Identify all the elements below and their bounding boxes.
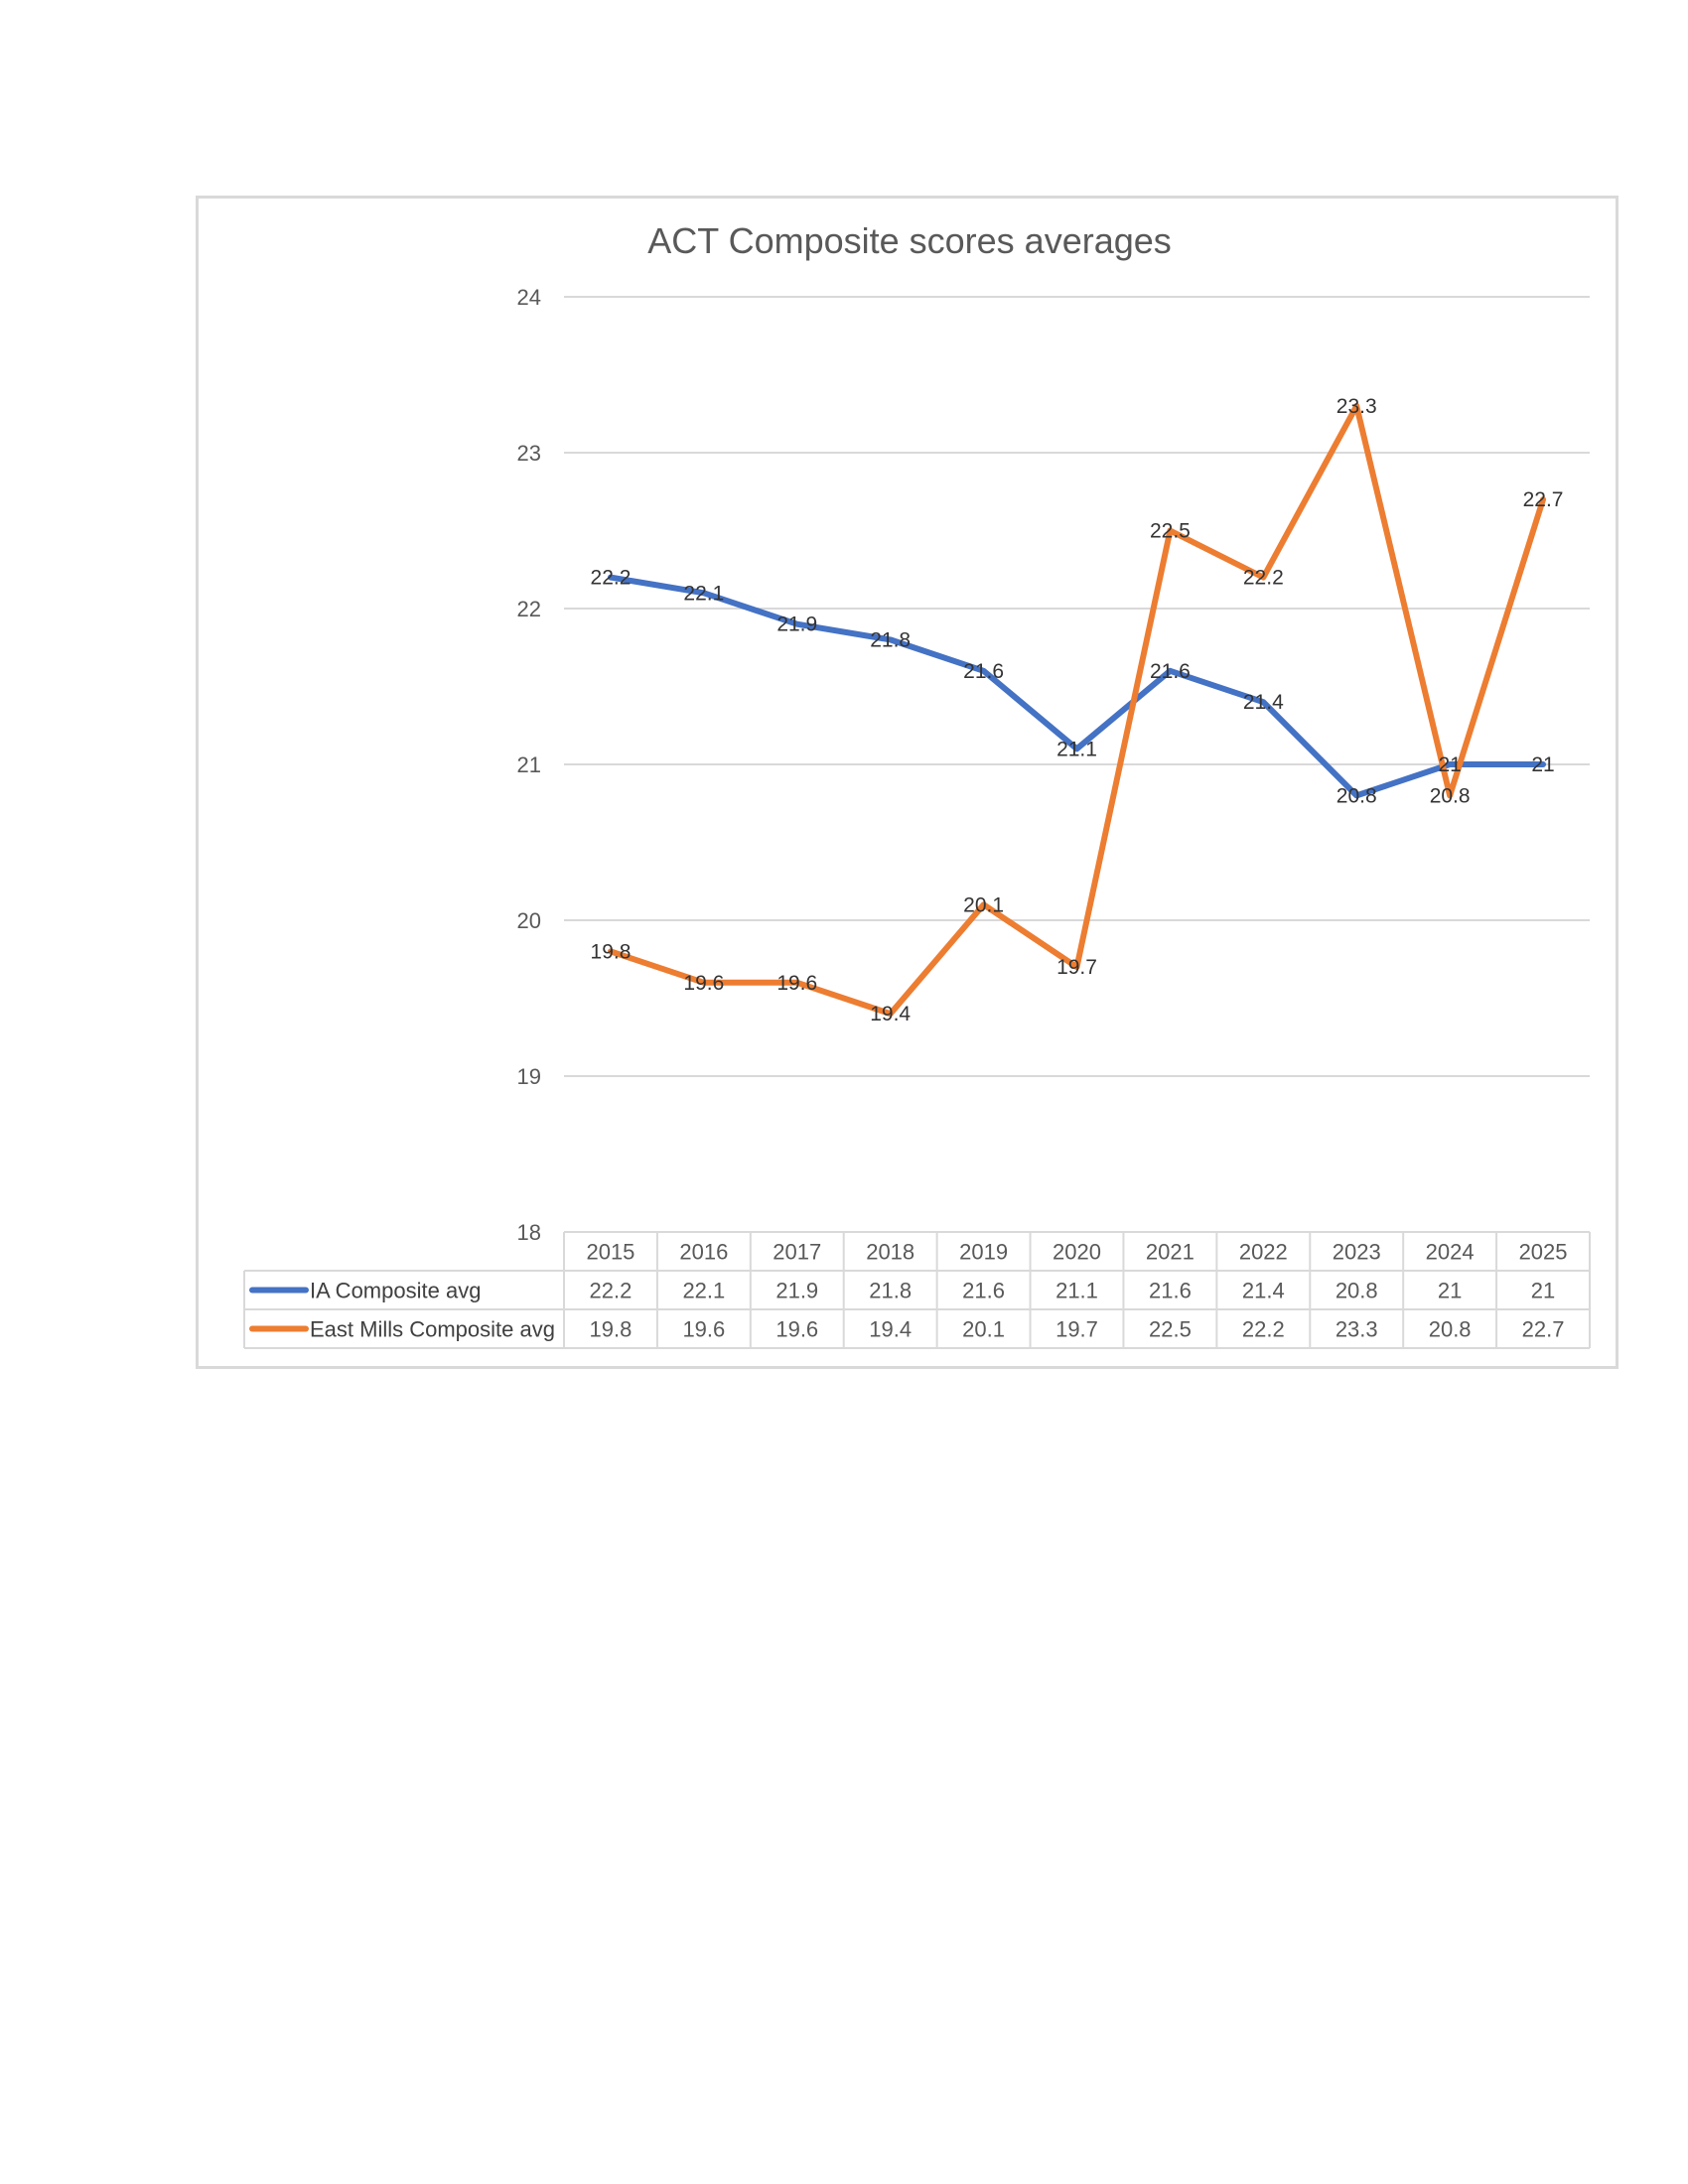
y-tick-label: 22 — [517, 597, 541, 621]
table-cell: 22.1 — [682, 1279, 725, 1303]
data-label: 21.8 — [870, 628, 911, 651]
category-label: 2015 — [586, 1240, 634, 1265]
data-table: 2015 2016 2017 2018 2019 2020 2021 2022 2023 2024… — [243, 1231, 1591, 1349]
data-label: 22.2 — [591, 567, 632, 590]
legend-label: IA Composite avg — [310, 1279, 481, 1303]
table-cell: 19.8 — [590, 1317, 633, 1342]
data-label: 19.6 — [776, 972, 817, 995]
series-line — [607, 574, 1547, 799]
table-cell: 19.4 — [869, 1317, 912, 1342]
data-label: 23.3 — [1336, 395, 1377, 418]
y-tick-label: 18 — [517, 1220, 541, 1245]
data-label: 22.7 — [1523, 488, 1564, 511]
data-label: 21 — [1531, 753, 1554, 776]
table-cell: 21.1 — [1055, 1279, 1098, 1303]
table-cell: 21.6 — [962, 1279, 1005, 1303]
data-label: 19.6 — [683, 972, 724, 995]
data-label: 20.8 — [1336, 784, 1377, 807]
data-label: 21.6 — [1150, 660, 1191, 683]
table-cell: 22.2 — [1242, 1317, 1285, 1342]
series-lines — [607, 402, 1547, 1018]
category-label: 2020 — [1053, 1240, 1101, 1265]
legend-label: East Mills Composite avg — [310, 1317, 555, 1342]
table-cell: 21.4 — [1242, 1279, 1285, 1303]
table-cell: 19.6 — [682, 1317, 725, 1342]
category-label: 2025 — [1519, 1240, 1568, 1265]
category-label: 2018 — [866, 1240, 914, 1265]
table-cell: 21 — [1531, 1279, 1555, 1303]
data-label: 22.2 — [1243, 567, 1284, 590]
data-label: 21.1 — [1056, 738, 1097, 760]
table-cell: 21 — [1438, 1279, 1462, 1303]
gridlines — [564, 296, 1590, 1077]
data-label: 20.1 — [963, 893, 1004, 916]
data-label: 21 — [1438, 753, 1461, 776]
data-label: 19.4 — [870, 1003, 911, 1025]
y-tick-label: 24 — [517, 285, 541, 310]
category-label: 2022 — [1239, 1240, 1288, 1265]
data-label: 21.6 — [963, 660, 1004, 683]
table-cell: 21.6 — [1149, 1279, 1192, 1303]
y-tick-label: 20 — [517, 908, 541, 933]
table-cell: 21.8 — [869, 1279, 912, 1303]
table-cell: 20.8 — [1336, 1279, 1378, 1303]
table-cell: 19.6 — [775, 1317, 818, 1342]
category-label: 2024 — [1426, 1240, 1475, 1265]
category-label: 2019 — [959, 1240, 1008, 1265]
chart-frame: ACT Composite scores averages 18 19 20 21 22… — [196, 196, 1618, 1369]
table-cell: 23.3 — [1336, 1317, 1378, 1342]
series-line — [607, 402, 1547, 1018]
table-cell: 22.5 — [1149, 1317, 1192, 1342]
table-cell: 20.1 — [962, 1317, 1005, 1342]
category-label: 2017 — [773, 1240, 821, 1265]
table-cell: 22.7 — [1522, 1317, 1565, 1342]
data-label: 22.5 — [1150, 520, 1191, 543]
chart-title: ACT Composite scores averages — [647, 220, 1172, 261]
data-labels: 22.2 22.1 21.9 21.8 21.6 21.1 21.6 21.4 20.8 21 21… — [591, 395, 1564, 1025]
data-label: 19.7 — [1056, 956, 1097, 979]
y-tick-label: 19 — [517, 1064, 541, 1089]
category-label: 2023 — [1333, 1240, 1381, 1265]
data-label: 20.8 — [1430, 784, 1471, 807]
data-label: 22.1 — [683, 582, 724, 605]
line-chart: ACT Composite scores averages 1819202122… — [243, 220, 1591, 1349]
y-axis-ticks: 18 19 20 21 22 23 24 — [517, 285, 541, 1245]
y-tick-label: 21 — [517, 752, 541, 777]
table-cell: 22.2 — [590, 1279, 633, 1303]
category-label: 2016 — [679, 1240, 728, 1265]
y-tick-label: 23 — [517, 441, 541, 466]
data-label: 21.9 — [776, 614, 817, 636]
data-label: 19.8 — [591, 940, 632, 963]
table-cell: 20.8 — [1429, 1317, 1472, 1342]
table-cell: 21.9 — [775, 1279, 818, 1303]
category-label: 2021 — [1146, 1240, 1195, 1265]
data-label: 21.4 — [1243, 691, 1284, 714]
table-cell: 19.7 — [1055, 1317, 1098, 1342]
